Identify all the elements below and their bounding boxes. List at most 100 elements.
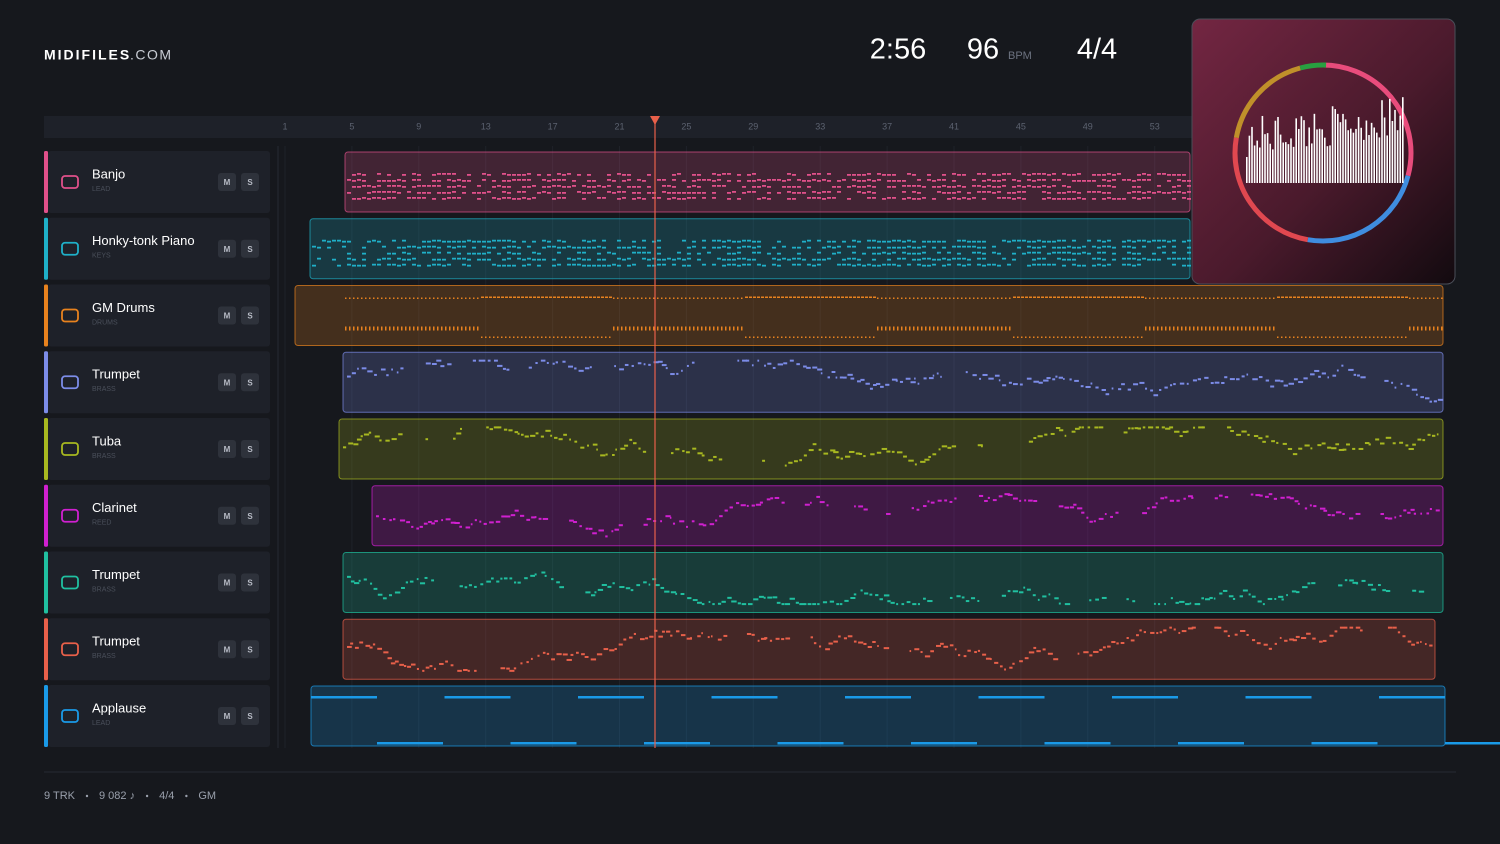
note (642, 180, 646, 182)
note (1173, 326, 1175, 331)
mute-button[interactable] (218, 573, 236, 592)
solo-button[interactable] (241, 573, 259, 592)
note (1077, 264, 1081, 267)
note (1198, 603, 1201, 606)
mute-button[interactable] (218, 373, 236, 392)
note (1289, 336, 1291, 338)
note (452, 180, 456, 182)
mute-button[interactable] (218, 173, 236, 191)
note (1192, 379, 1197, 382)
note (1401, 296, 1404, 298)
solo-button-label[interactable]: S (247, 445, 253, 454)
mute-button-label[interactable]: M (224, 645, 231, 654)
solo-button[interactable] (241, 373, 259, 392)
note (701, 632, 703, 635)
note (769, 336, 771, 338)
note (825, 648, 830, 651)
note (1416, 641, 1419, 644)
solo-button-label[interactable]: S (247, 178, 253, 187)
mute-button[interactable] (218, 306, 236, 325)
wave-bar (1259, 147, 1261, 183)
mute-button[interactable] (218, 707, 236, 725)
note (1341, 296, 1344, 298)
solo-button-label[interactable]: S (247, 245, 253, 254)
mute-button-label[interactable]: M (224, 712, 231, 721)
note (722, 173, 726, 175)
note (923, 597, 926, 600)
note (1037, 186, 1041, 188)
note (812, 603, 817, 606)
clip (342, 618, 1436, 680)
solo-button-label[interactable]: S (247, 645, 253, 654)
clip (338, 418, 1444, 480)
note (687, 252, 691, 255)
mute-button-label[interactable]: M (224, 245, 231, 254)
note (977, 263, 981, 266)
note (1269, 326, 1271, 331)
note (867, 263, 871, 266)
note (497, 336, 499, 338)
note (441, 297, 443, 299)
note (755, 503, 762, 506)
note (452, 186, 456, 188)
note (1065, 296, 1068, 298)
note (652, 240, 656, 243)
note (574, 367, 577, 370)
solo-button-label[interactable]: S (247, 512, 253, 521)
note (463, 668, 468, 671)
mute-button-label[interactable]: M (224, 178, 231, 187)
solo-button[interactable] (241, 506, 259, 525)
footer-item: 4/4 (159, 790, 174, 802)
note (909, 650, 912, 653)
solo-button[interactable] (241, 173, 259, 191)
note (933, 326, 935, 331)
mute-button-label[interactable]: M (224, 445, 231, 454)
note (657, 246, 661, 249)
note (362, 246, 366, 249)
note (737, 246, 741, 249)
mute-button[interactable] (218, 640, 236, 659)
note (943, 645, 949, 648)
note (532, 251, 536, 254)
mute-button-label[interactable]: M (224, 378, 231, 387)
mute-button[interactable] (218, 506, 236, 525)
note (1067, 258, 1071, 261)
note (487, 240, 491, 243)
note (589, 336, 591, 338)
solo-button[interactable] (241, 239, 259, 258)
note (891, 378, 898, 381)
note (362, 252, 366, 255)
note (1122, 257, 1126, 260)
note (1105, 393, 1110, 396)
mute-button-label[interactable]: M (224, 312, 231, 321)
note (1012, 179, 1016, 181)
note (777, 363, 784, 366)
solo-button[interactable] (241, 640, 259, 659)
note (829, 296, 832, 298)
note (357, 367, 359, 370)
mute-button-label[interactable]: M (224, 579, 231, 588)
solo-button[interactable] (241, 440, 259, 458)
note (1435, 509, 1440, 512)
note (1182, 257, 1186, 260)
solo-button-label[interactable]: S (247, 312, 253, 321)
note (412, 245, 416, 248)
note (457, 197, 461, 199)
note (1182, 192, 1186, 194)
note (1277, 336, 1279, 338)
note (1032, 594, 1036, 597)
mute-button[interactable] (218, 440, 236, 458)
mute-button-label[interactable]: M (224, 512, 231, 521)
note (1048, 593, 1051, 596)
mute-button[interactable] (218, 239, 236, 258)
wave-bar (1279, 134, 1282, 183)
solo-button-label[interactable]: S (247, 378, 253, 387)
solo-button[interactable] (241, 306, 259, 325)
solo-button-label[interactable]: S (247, 579, 253, 588)
solo-button[interactable] (241, 707, 259, 725)
note (844, 599, 849, 602)
note (525, 296, 528, 298)
solo-button-label[interactable]: S (247, 712, 253, 721)
note (1274, 597, 1277, 600)
